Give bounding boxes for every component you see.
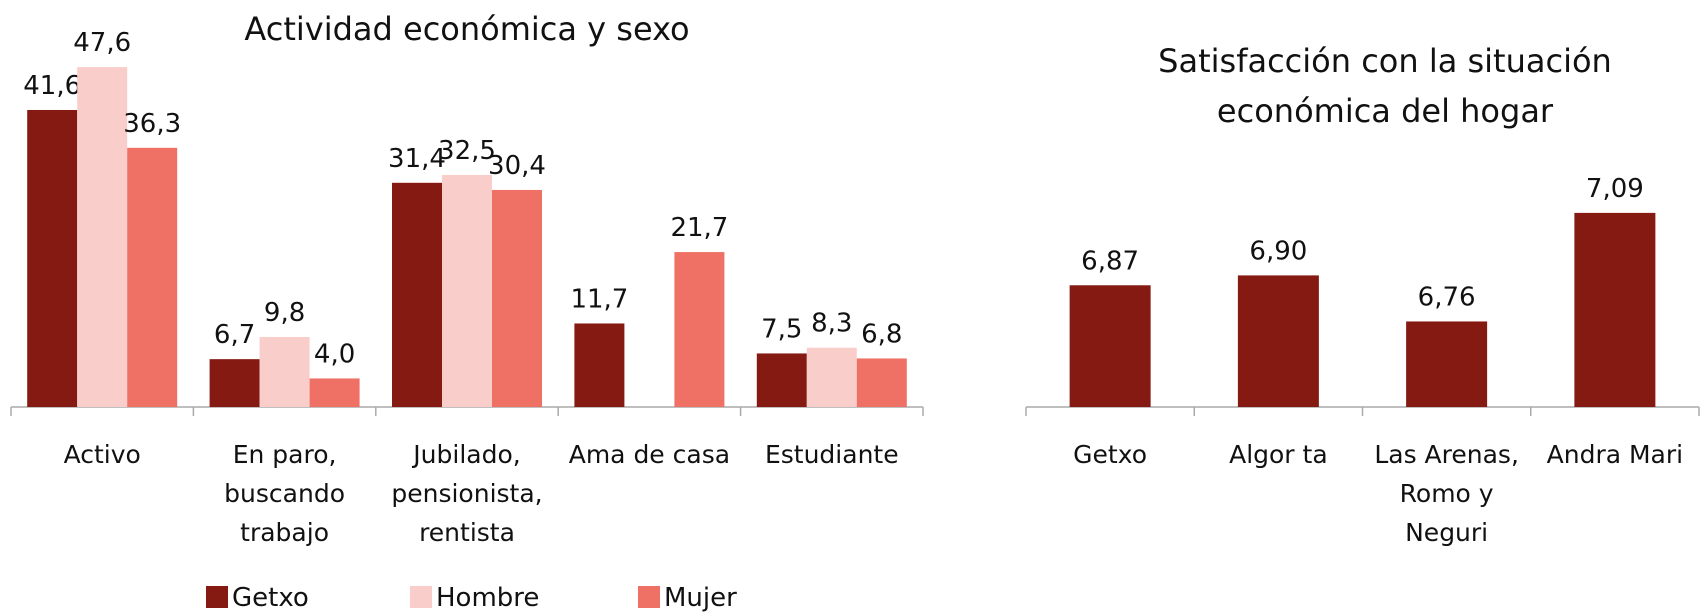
bar (77, 67, 128, 408)
value-label: 9,8 (264, 298, 305, 328)
value-label: 8,3 (811, 309, 852, 339)
bar (574, 323, 625, 407)
value-label: 6,76 (1418, 282, 1476, 312)
value-label: 7,09 (1586, 174, 1644, 204)
chart-title: Actividad económica y sexo (244, 10, 690, 48)
x-tick-label: Estudiante (764, 440, 899, 469)
legend-label: Mujer (664, 583, 737, 612)
bar (674, 252, 725, 407)
bar (492, 189, 542, 407)
value-label: 11,7 (570, 284, 628, 314)
bar (1237, 275, 1319, 407)
value-label: 41,6 (23, 71, 81, 101)
bar (1406, 321, 1488, 407)
value-label: 31,4 (388, 144, 446, 174)
x-tick-label: En paro, buscando trabajo (224, 440, 345, 547)
value-label: 47,6 (73, 28, 131, 58)
chart-title: Satisfacción con la situación económica … (1158, 42, 1612, 130)
x-tick-label: Andra Mari (1546, 440, 1684, 469)
legend-label: Getxo (232, 583, 309, 612)
bar (27, 109, 78, 407)
bar (209, 359, 260, 407)
bar (259, 337, 310, 407)
bar (856, 358, 907, 407)
value-label: 36,3 (123, 109, 181, 139)
bar (1069, 285, 1151, 407)
bar (756, 353, 807, 407)
value-label: 4,0 (314, 339, 355, 369)
value-label: 6,90 (1249, 236, 1307, 266)
bar (1574, 212, 1656, 407)
x-tick-label: Jubilado, pensionista, rentista (391, 440, 543, 547)
legend-swatch (206, 586, 228, 608)
x-tick-label: Ama de casa (568, 440, 731, 469)
x-tick-label: Algor ta (1229, 440, 1328, 469)
bar (392, 182, 442, 407)
bar (442, 174, 492, 407)
value-label: 21,7 (670, 213, 728, 243)
legend-swatch (638, 586, 660, 608)
x-tick-label: Getxo (1073, 440, 1148, 469)
bar (806, 347, 857, 407)
x-tick-label: Activo (63, 440, 141, 469)
value-label: 32,5 (438, 136, 496, 166)
legend-swatch (410, 586, 432, 608)
legend-label: Hombre (436, 583, 539, 612)
value-label: 30,4 (488, 151, 546, 181)
bar (309, 378, 360, 407)
value-label: 6,8 (861, 319, 902, 349)
value-label: 6,87 (1081, 246, 1139, 276)
value-label: 6,7 (214, 320, 255, 350)
value-label: 7,5 (761, 314, 802, 344)
x-tick-label: Las Arenas, Romo y Neguri (1374, 440, 1519, 547)
bar (127, 147, 178, 407)
